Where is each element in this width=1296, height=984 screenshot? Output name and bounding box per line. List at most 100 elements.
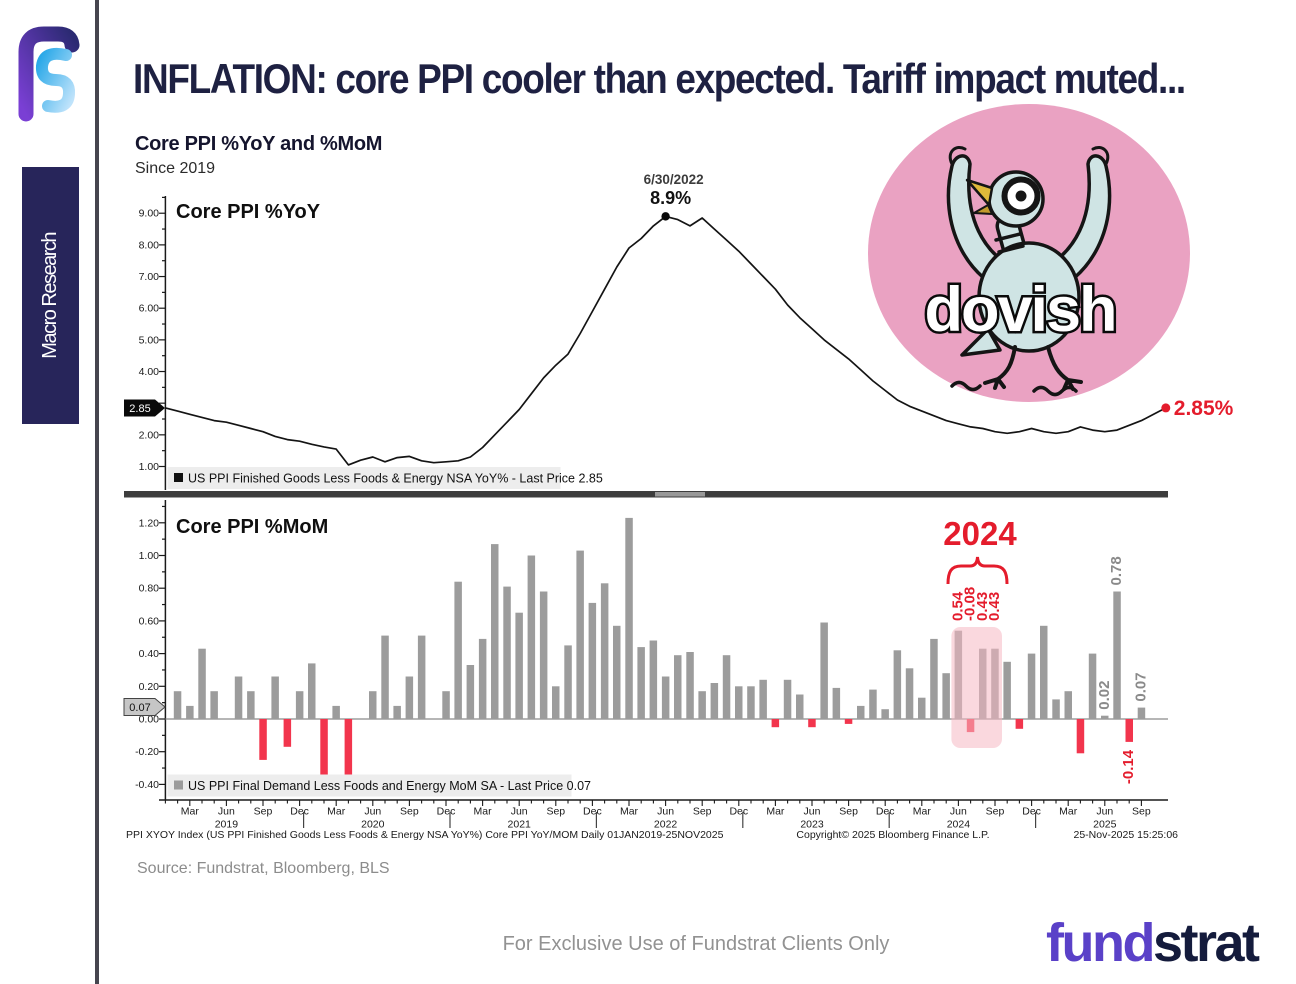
separator-handle[interactable] bbox=[655, 492, 705, 497]
svg-text:Jun: Jun bbox=[1096, 806, 1113, 818]
mom-last-price-marker: 0.07 bbox=[129, 702, 150, 714]
svg-text:Jun: Jun bbox=[657, 806, 674, 818]
mom-bar bbox=[613, 625, 621, 719]
mom-bar bbox=[759, 679, 767, 719]
mom-bar bbox=[198, 648, 206, 719]
bar-value-label: 0.02 bbox=[1096, 680, 1113, 709]
mom-bar bbox=[259, 719, 267, 760]
page-title: INFLATION: core PPI cooler than expected… bbox=[133, 55, 1186, 102]
mom-bar bbox=[881, 709, 889, 719]
highlight-2024-region bbox=[951, 627, 1002, 748]
mom-bar bbox=[381, 635, 389, 719]
bar-value-label: -0.14 bbox=[1120, 749, 1137, 784]
svg-text:2021: 2021 bbox=[508, 819, 532, 831]
mom-bar bbox=[576, 550, 584, 719]
svg-text:2025: 2025 bbox=[1093, 819, 1117, 831]
svg-text:Sep: Sep bbox=[254, 806, 273, 818]
mom-bar bbox=[1040, 625, 1048, 719]
svg-text:2024: 2024 bbox=[947, 819, 971, 831]
mom-bar bbox=[710, 683, 719, 719]
peak-dot bbox=[661, 212, 670, 221]
mom-bar bbox=[722, 655, 731, 719]
svg-text:0.60: 0.60 bbox=[139, 615, 160, 627]
chart-title: Core PPI %YoY and %MoM bbox=[135, 133, 383, 155]
mom-bar bbox=[869, 689, 877, 719]
mom-bar bbox=[478, 638, 487, 719]
mom-bar bbox=[417, 635, 426, 719]
svg-text:Jun: Jun bbox=[511, 806, 528, 818]
mom-bar bbox=[625, 517, 633, 719]
mom-bar bbox=[844, 719, 853, 724]
highlight-year-label: 2024 bbox=[943, 515, 1017, 552]
mom-bar bbox=[893, 650, 902, 719]
bloomberg-copyright: Copyright© 2025 Bloomberg Finance L.P. bbox=[796, 829, 989, 841]
svg-text:Sep: Sep bbox=[693, 806, 712, 818]
mom-bar bbox=[491, 544, 499, 719]
footer-disclaimer: For Exclusive Use of Fundstrat Clients O… bbox=[502, 933, 890, 955]
mom-bar bbox=[295, 691, 304, 719]
bloomberg-footer: PPI XYOY Index (US PPI Finished Goods Le… bbox=[126, 829, 1178, 841]
mom-bar bbox=[942, 673, 950, 719]
svg-text:-0.40: -0.40 bbox=[135, 779, 159, 791]
svg-text:1.20: 1.20 bbox=[139, 517, 160, 529]
highlight-value-label: -0.08 bbox=[962, 587, 979, 621]
mom-bar bbox=[832, 687, 841, 719]
svg-text:Sep: Sep bbox=[400, 806, 419, 818]
mom-bar bbox=[283, 719, 292, 747]
mom-bar bbox=[1003, 661, 1011, 719]
svg-text:Jun: Jun bbox=[218, 806, 235, 818]
yoy-line-chart: 1.00 2.00 4.00 5.00 6.00 7.00 8.00 9.00 2.85 Core… bbox=[124, 172, 1234, 490]
mom-bar bbox=[905, 668, 914, 719]
mom-bar bbox=[234, 676, 243, 719]
chart-subtitle: Since 2019 bbox=[135, 160, 216, 177]
svg-text:Jun: Jun bbox=[804, 806, 821, 818]
highlight-value-label: 0.54 bbox=[949, 591, 966, 621]
mom-bar bbox=[393, 705, 401, 719]
svg-text:Sep: Sep bbox=[986, 806, 1005, 818]
mom-bar bbox=[271, 676, 279, 719]
svg-text:Jun: Jun bbox=[950, 806, 967, 818]
mom-bar bbox=[539, 591, 548, 719]
mom-bar bbox=[674, 655, 682, 719]
svg-text:Dec: Dec bbox=[437, 806, 456, 818]
mom-bar bbox=[405, 676, 414, 719]
svg-text:9.00: 9.00 bbox=[139, 208, 160, 220]
last-value-dot bbox=[1161, 403, 1171, 413]
yoy-line bbox=[165, 215, 1167, 466]
svg-text:2023: 2023 bbox=[800, 819, 824, 831]
svg-text:Mar: Mar bbox=[181, 806, 200, 818]
svg-text:Dec: Dec bbox=[290, 806, 309, 818]
mom-bar bbox=[344, 719, 353, 775]
peak-date-label: 6/30/2022 bbox=[644, 172, 704, 187]
mom-bar bbox=[527, 555, 536, 719]
mom-bar bbox=[1088, 653, 1097, 719]
bloomberg-timestamp: 25-Nov-2025 15:25:06 bbox=[1074, 829, 1179, 841]
vertical-divider bbox=[95, 0, 99, 984]
brace-icon bbox=[946, 556, 1009, 585]
mom-bar bbox=[1113, 591, 1121, 719]
svg-text:2019: 2019 bbox=[215, 819, 239, 831]
mom-bar bbox=[796, 694, 804, 719]
mom-legend-swatch bbox=[174, 780, 183, 790]
yoy-panel-title: Core PPI %YoY bbox=[176, 201, 321, 223]
svg-text:0.40: 0.40 bbox=[139, 648, 160, 660]
highlight-value-label: 0.43 bbox=[974, 592, 991, 621]
fundstrat-logo-icon bbox=[18, 26, 80, 122]
mom-bar bbox=[637, 647, 645, 719]
mom-bar bbox=[503, 586, 511, 719]
bar-value-label: 0.78 bbox=[1108, 556, 1125, 585]
mom-bar bbox=[661, 676, 670, 719]
mom-bar bbox=[454, 581, 462, 719]
svg-text:Jun: Jun bbox=[364, 806, 381, 818]
svg-text:6.00: 6.00 bbox=[139, 303, 160, 315]
svg-text:Mar: Mar bbox=[913, 806, 932, 818]
mom-bar bbox=[308, 663, 316, 719]
mom-bar bbox=[515, 612, 523, 719]
bar-value-label: 0.07 bbox=[1132, 672, 1149, 701]
svg-text:Dec: Dec bbox=[583, 806, 602, 818]
svg-text:Dec: Dec bbox=[1022, 806, 1041, 818]
svg-text:Mar: Mar bbox=[1059, 806, 1078, 818]
mom-bar bbox=[332, 705, 340, 719]
svg-text:-0.20: -0.20 bbox=[135, 746, 159, 758]
